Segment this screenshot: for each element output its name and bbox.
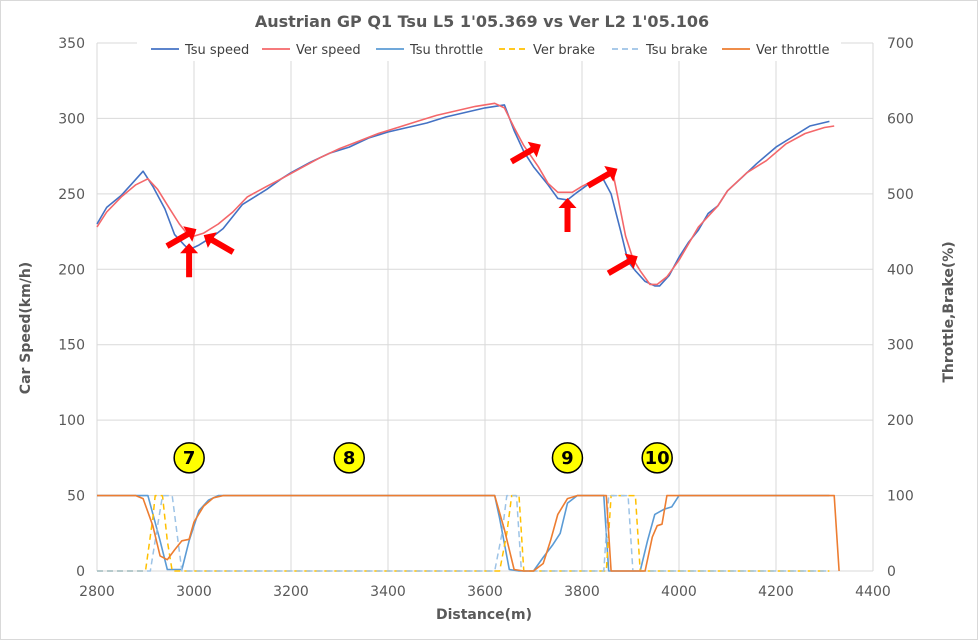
legend-label: Ver brake: [533, 43, 595, 58]
red-arrow: [203, 232, 235, 255]
arrow-shape: [165, 226, 197, 249]
legend: Tsu speed Ver speed Tsu throttle Ver brake T…: [137, 37, 841, 61]
y-tick-label: 0: [76, 564, 85, 580]
y-tick-label: 150: [58, 338, 85, 354]
series-line-tsu-speed: [96, 104, 830, 287]
y2-tick-label: 600: [887, 111, 914, 127]
x-tick-label: 2800: [79, 584, 115, 600]
legend-label: Tsu brake: [645, 43, 708, 58]
y2-tick-label: 0: [887, 564, 896, 580]
x-tick-label: 3600: [467, 584, 503, 600]
arrow-shape: [558, 198, 577, 232]
turn-marker: [551, 442, 584, 474]
x-tick-label: 3400: [370, 584, 406, 600]
series-line-ver-throttle: [97, 494, 840, 572]
y2-tick-label: 700: [887, 36, 914, 52]
turn-label: 9: [561, 448, 574, 469]
y-tick-label: 300: [58, 111, 85, 127]
arrow-annotations: [165, 141, 638, 278]
x-tick-label: 3000: [176, 584, 212, 600]
arrow-shape: [509, 141, 541, 165]
x-tick-label: 3800: [564, 584, 600, 600]
series-line-tsu-brake: [97, 494, 830, 572]
arrow-shape: [203, 232, 235, 255]
legend-label: Ver throttle: [756, 43, 830, 58]
red-arrow: [509, 141, 541, 165]
y-tick-label: 100: [58, 413, 85, 429]
red-arrow: [165, 226, 197, 249]
red-arrow: [558, 198, 577, 232]
x-tick-label: 4400: [855, 584, 891, 600]
red-arrow: [586, 166, 618, 189]
y2-tick-label: 400: [887, 262, 914, 278]
legend-label: Ver speed: [296, 43, 361, 58]
turn-label: 7: [183, 448, 196, 469]
grid: [96, 42, 874, 572]
x-axis-title: Distance(m): [436, 607, 532, 623]
y2-tick-label: 300: [887, 338, 914, 354]
y2-tick-label: 200: [887, 413, 914, 429]
turn-label: 8: [343, 448, 356, 469]
x-tick-label: 4200: [758, 584, 794, 600]
y-tick-label: 250: [58, 187, 85, 203]
arrow-shape: [180, 243, 199, 278]
turn-marker: [641, 442, 673, 474]
legend-label: Tsu speed: [184, 43, 249, 58]
y-tick-label: 50: [67, 489, 85, 505]
turn-marker: [173, 442, 205, 474]
chart-title: Austrian GP Q1 Tsu L5 1'05.369 vs Ver L2…: [255, 12, 709, 31]
x-tick-label: 3200: [273, 584, 309, 600]
y2-axis-title: Throttle,Brake(%): [941, 241, 957, 382]
turn-annotations: 7 8 9 10: [173, 442, 673, 474]
series-line-ver-brake: [97, 494, 830, 572]
y-tick-label: 200: [58, 262, 85, 278]
red-arrow: [606, 253, 638, 276]
arrow-shape: [586, 166, 618, 189]
y-axis-title: Car Speed(km/h): [18, 262, 34, 394]
series-line-tsu-throttle: [97, 494, 830, 572]
legend-label: Tsu throttle: [409, 43, 483, 58]
x-tick-label: 4000: [661, 584, 697, 600]
red-arrow: [180, 243, 199, 278]
y2-tick-label: 100: [887, 489, 914, 505]
y-tick-label: 350: [58, 36, 85, 52]
turn-marker: [333, 442, 365, 474]
y2-tick-label: 500: [887, 187, 914, 203]
arrow-shape: [606, 253, 638, 276]
turn-label: 10: [645, 448, 670, 469]
axis-ticks: 0 0 50 100 100 200 150 300 200 400 250 500 300 600 350…: [58, 36, 913, 600]
plot-area: [96, 102, 840, 572]
